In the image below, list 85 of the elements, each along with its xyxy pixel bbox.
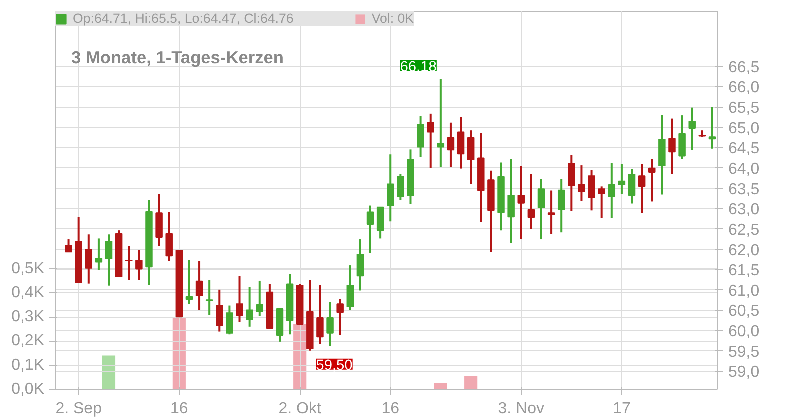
candlestick xyxy=(508,158,515,244)
candlestick xyxy=(608,162,616,220)
candlestick xyxy=(588,169,596,212)
candlestick xyxy=(126,245,133,282)
candlestick xyxy=(467,130,475,186)
y-tick-label: 60,0 xyxy=(728,324,760,341)
candlestick xyxy=(356,238,364,292)
y2-tick-label: 0,3K xyxy=(12,308,45,326)
candlestick xyxy=(628,168,636,205)
candlestick xyxy=(256,280,264,318)
candlestick xyxy=(95,238,103,272)
y-tick-label: 61,0 xyxy=(728,282,760,300)
candlestick xyxy=(236,276,244,324)
x-tick-label: 16 xyxy=(382,400,400,418)
y-tick-label: 59,5 xyxy=(728,344,760,361)
candlestick xyxy=(336,298,344,336)
candlestick xyxy=(568,154,576,212)
y-tick-label: 64,0 xyxy=(728,160,760,178)
candlestick xyxy=(417,115,424,158)
y2-tick-label: 0,1K xyxy=(12,356,45,374)
x-tick-label: 2. Sep xyxy=(56,400,102,418)
y-tick-label: 63,5 xyxy=(728,181,760,198)
y-tick-label: 62,0 xyxy=(728,242,760,260)
y2-tick-label: 0,5K xyxy=(12,260,45,278)
candlestick xyxy=(437,78,445,168)
candlestick xyxy=(316,284,324,346)
x-tick-label: 17 xyxy=(613,400,631,418)
candlestick xyxy=(518,164,525,241)
candlestick xyxy=(376,206,384,240)
candlestick xyxy=(136,249,143,282)
candlestick xyxy=(166,211,173,262)
candlestick xyxy=(528,173,536,230)
candlestick xyxy=(397,173,404,202)
y-tick-label: 63,0 xyxy=(728,202,760,219)
y-tick-label: 66,0 xyxy=(728,80,760,97)
candlestick xyxy=(708,106,716,150)
candlestick xyxy=(618,163,626,195)
candlestick xyxy=(427,112,434,169)
y-tick-label: 64,5 xyxy=(728,140,760,158)
bar xyxy=(464,376,478,390)
candlestick xyxy=(346,264,354,312)
x-tick-label: 16 xyxy=(170,400,188,418)
bar xyxy=(434,383,448,390)
candlestick xyxy=(65,238,72,254)
y-tick-label: 60,5 xyxy=(728,303,760,320)
y-tick-label: 65,5 xyxy=(728,100,760,118)
candlestick xyxy=(85,234,93,285)
candlestick xyxy=(366,204,374,254)
candlestick xyxy=(548,190,556,236)
candlestick xyxy=(206,279,214,316)
bar xyxy=(102,356,116,390)
candlestick xyxy=(387,154,394,223)
candlestick xyxy=(457,116,465,170)
y-tick-label: 59,0 xyxy=(728,364,760,382)
candlestick xyxy=(638,163,646,215)
legend-label: Op:64.71, Hi:65.5, Lo:64.47, Cl:64.76 xyxy=(73,11,294,26)
y2-tick-label: 0,2K xyxy=(12,332,45,350)
y-tick-label: 61,5 xyxy=(728,262,760,280)
candlestick xyxy=(648,158,656,203)
candlestick xyxy=(668,118,676,176)
x-tick-label: 3. Nov xyxy=(498,400,545,418)
candlestick xyxy=(688,106,696,152)
legend-label: Vol: 0K xyxy=(372,11,414,26)
text: 3 Monate, 1-Tages-Kerzen xyxy=(72,48,284,68)
candlestick xyxy=(105,234,113,287)
candlestick xyxy=(326,301,334,348)
candlestick xyxy=(678,114,686,160)
annotation: 66,18 xyxy=(400,59,437,76)
candlestick xyxy=(538,178,546,241)
y2-tick-label: 0,0K xyxy=(12,381,45,398)
y-tick-label: 65,0 xyxy=(728,120,760,138)
candlestick xyxy=(186,259,194,306)
candlestick xyxy=(447,122,455,168)
y-tick-label: 62,5 xyxy=(728,222,760,239)
candlestick xyxy=(226,304,234,336)
y-tick-label: 66,5 xyxy=(728,59,760,76)
x-tick-label: 2. Okt xyxy=(278,400,322,418)
candlestick xyxy=(598,186,606,220)
candlestick xyxy=(578,164,586,202)
annotation: 59,50 xyxy=(316,358,353,374)
candlestick xyxy=(558,178,566,234)
candlestick xyxy=(196,260,204,312)
y2-tick-label: 0,4K xyxy=(12,284,45,302)
candlestick xyxy=(246,286,254,328)
candlestick xyxy=(216,288,224,333)
